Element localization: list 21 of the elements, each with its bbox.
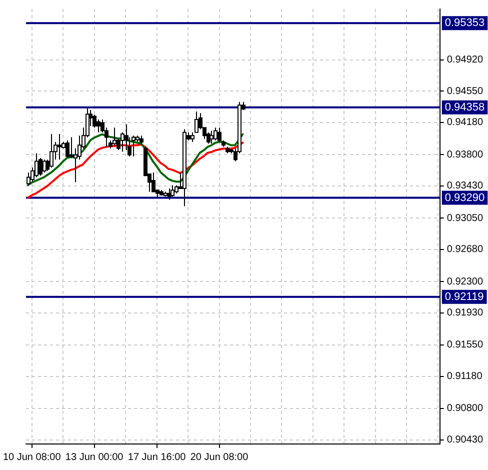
ref-line-label: 0.95353 (444, 17, 485, 30)
y-tick-label: 0.91930 (446, 308, 484, 319)
y-tick-label: 0.94550 (446, 86, 484, 97)
y-tick-label: 0.92680 (446, 244, 484, 256)
ref-line-label: 0.94358 (444, 101, 485, 114)
x-tick-label: 13 Jun 00:00 (65, 452, 124, 463)
ref-line-label: 0.93290 (444, 192, 485, 204)
y-tick-label: 0.91550 (446, 340, 484, 351)
y-tick-label: 0.94920 (446, 54, 484, 66)
x-tick-label: 17 Jun 16:00 (128, 452, 186, 463)
y-tick-label: 0.93050 (446, 212, 484, 224)
y-tick-label: 0.90800 (446, 403, 484, 414)
y-tick-label: 0.94180 (446, 117, 484, 128)
y-tick-label: 0.90430 (446, 434, 484, 446)
y-tick-label: 0.92300 (446, 276, 484, 288)
y-tick-label: 0.91180 (446, 371, 483, 382)
ref-line-label: 0.92119 (444, 290, 484, 303)
x-tick-label: 20 Jun 08:00 (190, 452, 249, 463)
y-tick-label: 0.93430 (446, 180, 484, 192)
y-tick-label: 0.93800 (446, 149, 484, 160)
x-tick-label: 10 Jun 08:00 (2, 452, 62, 463)
